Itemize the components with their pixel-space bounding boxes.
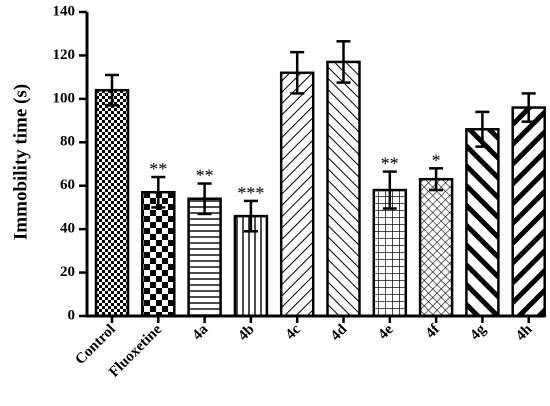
bar-4a: [187, 197, 222, 318]
y-tick-label-80: 80: [60, 134, 75, 150]
significance-mark-4e: **: [381, 154, 399, 174]
significance-mark-4b: ***: [237, 183, 264, 203]
y-tick-label-100: 100: [53, 90, 76, 106]
significance-mark-4a: **: [196, 166, 214, 186]
x-tick-label-4f: 4f: [423, 321, 444, 342]
y-axis-label: Immobility time (s): [10, 84, 31, 240]
significance-mark-fluoxetine: **: [149, 159, 167, 179]
bar-4f: [418, 177, 454, 318]
error-bars-group: [105, 40, 536, 233]
x-tick-label-control: Control: [72, 322, 118, 368]
significance-marks-group: ** ******* *: [149, 150, 440, 203]
y-tick-label-140: 140: [53, 3, 76, 19]
y-tick-label-0: 0: [68, 307, 76, 323]
x-tick-label-4e: 4e: [375, 321, 397, 343]
bar-control: [94, 88, 130, 318]
y-tick-label-20: 20: [60, 264, 75, 280]
significance-mark-4f: *: [432, 150, 441, 170]
y-tick-label-40: 40: [60, 221, 75, 237]
bar-4g: [465, 128, 500, 318]
bars-group: [94, 60, 546, 318]
bar-4h: [511, 106, 546, 318]
y-tick-label-120: 120: [53, 47, 76, 63]
bar-4d: [326, 60, 361, 318]
bar-fluoxetine: [141, 190, 176, 318]
x-tick-label-4g: 4g: [467, 321, 489, 343]
x-tick-label-4a: 4a: [190, 321, 212, 343]
x-tick-label-4b: 4b: [235, 322, 258, 345]
x-tick-label-4c: 4c: [283, 321, 305, 343]
x-tick-label-4d: 4d: [328, 321, 351, 344]
bar-4c: [279, 71, 315, 318]
y-tick-label-60: 60: [60, 177, 75, 193]
x-tick-label-4h: 4h: [513, 321, 536, 344]
